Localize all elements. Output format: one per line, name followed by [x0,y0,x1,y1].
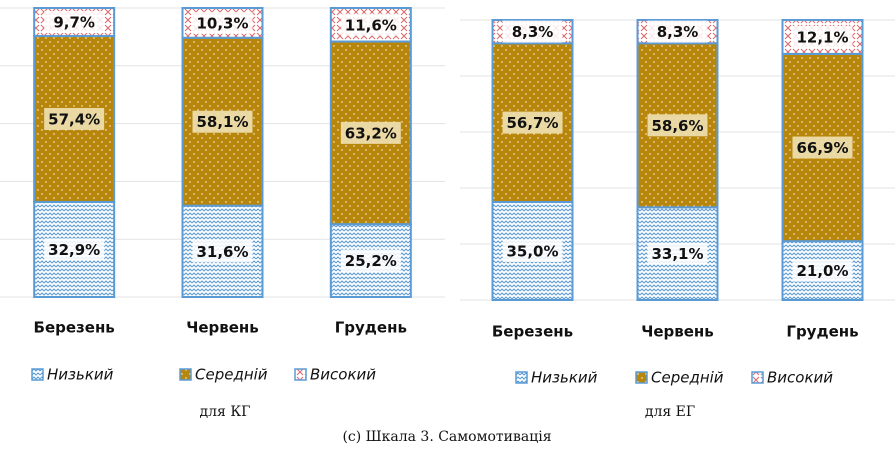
legend-label: Високий [767,369,833,387]
value-label-bg [647,20,708,43]
legend-label: Середній [651,369,724,387]
value-label: 58,1% [196,113,248,131]
value-label-bg [502,111,563,134]
value-label-bg [44,107,105,130]
value-label: 9,7% [53,14,95,32]
value-label-bg [44,238,105,261]
x-tick-label: Червень [186,319,259,337]
legend-swatch [751,371,764,384]
legend-swatch [294,368,307,381]
x-tick-label: Червень [641,323,714,341]
value-label-bg [792,259,853,282]
legend-label: Високий [310,366,376,384]
value-label: 8,3% [657,23,699,41]
value-label: 58,6% [651,117,703,135]
value-label-bg [192,11,253,34]
value-label: 35,0% [506,243,558,261]
x-tick-label: Грудень [786,323,858,341]
value-label-bg [792,25,853,48]
value-label: 57,4% [48,110,100,128]
value-label-bg [647,242,708,265]
value-label: 11,6% [345,16,397,34]
value-label: 56,7% [506,114,558,132]
chart-subtitle: для КГ [200,404,251,420]
value-label: 63,2% [345,124,397,142]
x-tick-label: Березень [492,323,573,341]
figure-caption: (c) Шкала 3. Самомотивація [342,429,551,445]
legend-swatch [179,368,192,381]
value-label-bg [192,240,253,263]
value-label-bg [340,249,401,272]
value-label-bg [192,110,253,133]
value-label: 31,6% [196,243,248,261]
value-label: 12,1% [796,28,848,46]
legend-swatch [31,368,44,381]
chart-subtitle: для ЕГ [645,404,695,420]
legend-label: Низький [531,369,598,387]
value-label: 21,0% [796,262,848,280]
value-label: 25,2% [345,252,397,270]
value-label-bg [340,13,401,36]
value-label-bg [340,121,401,144]
legend-swatch [635,371,648,384]
value-label-bg [44,11,105,34]
x-tick-label: Грудень [335,319,407,337]
value-label: 66,9% [796,139,848,157]
value-label-bg [502,20,563,43]
legend-label: Середній [195,366,268,384]
legend-swatch [515,371,528,384]
value-label-bg [647,114,708,137]
value-label: 10,3% [196,14,248,32]
legend-label: Низький [47,366,114,384]
x-tick-label: Березень [34,319,115,337]
value-label-bg [502,240,563,262]
value-label: 32,9% [48,241,100,259]
value-label: 33,1% [651,245,703,263]
value-label: 8,3% [512,23,554,41]
value-label-bg [792,136,853,159]
